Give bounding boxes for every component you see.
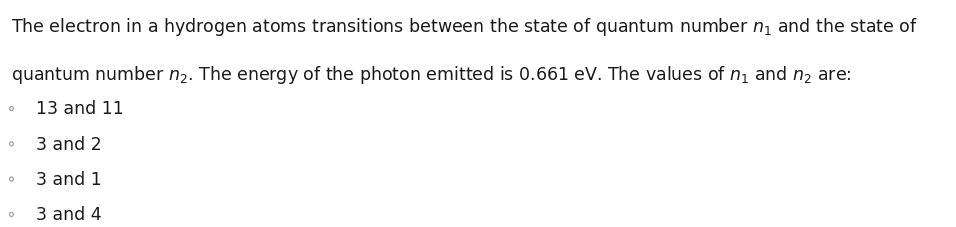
Text: 3 and 4: 3 and 4 — [36, 206, 102, 223]
Text: 3 and 2: 3 and 2 — [36, 135, 102, 153]
Text: The electron in a hydrogen atoms transitions between the state of quantum number: The electron in a hydrogen atoms transit… — [11, 16, 919, 38]
Text: 13 and 11: 13 and 11 — [36, 100, 124, 118]
Text: 3 and 1: 3 and 1 — [36, 170, 102, 188]
Text: quantum number $\mathit{n}_2$. The energy of the photon emitted is 0.661 eV. The: quantum number $\mathit{n}_2$. The energ… — [11, 64, 852, 85]
